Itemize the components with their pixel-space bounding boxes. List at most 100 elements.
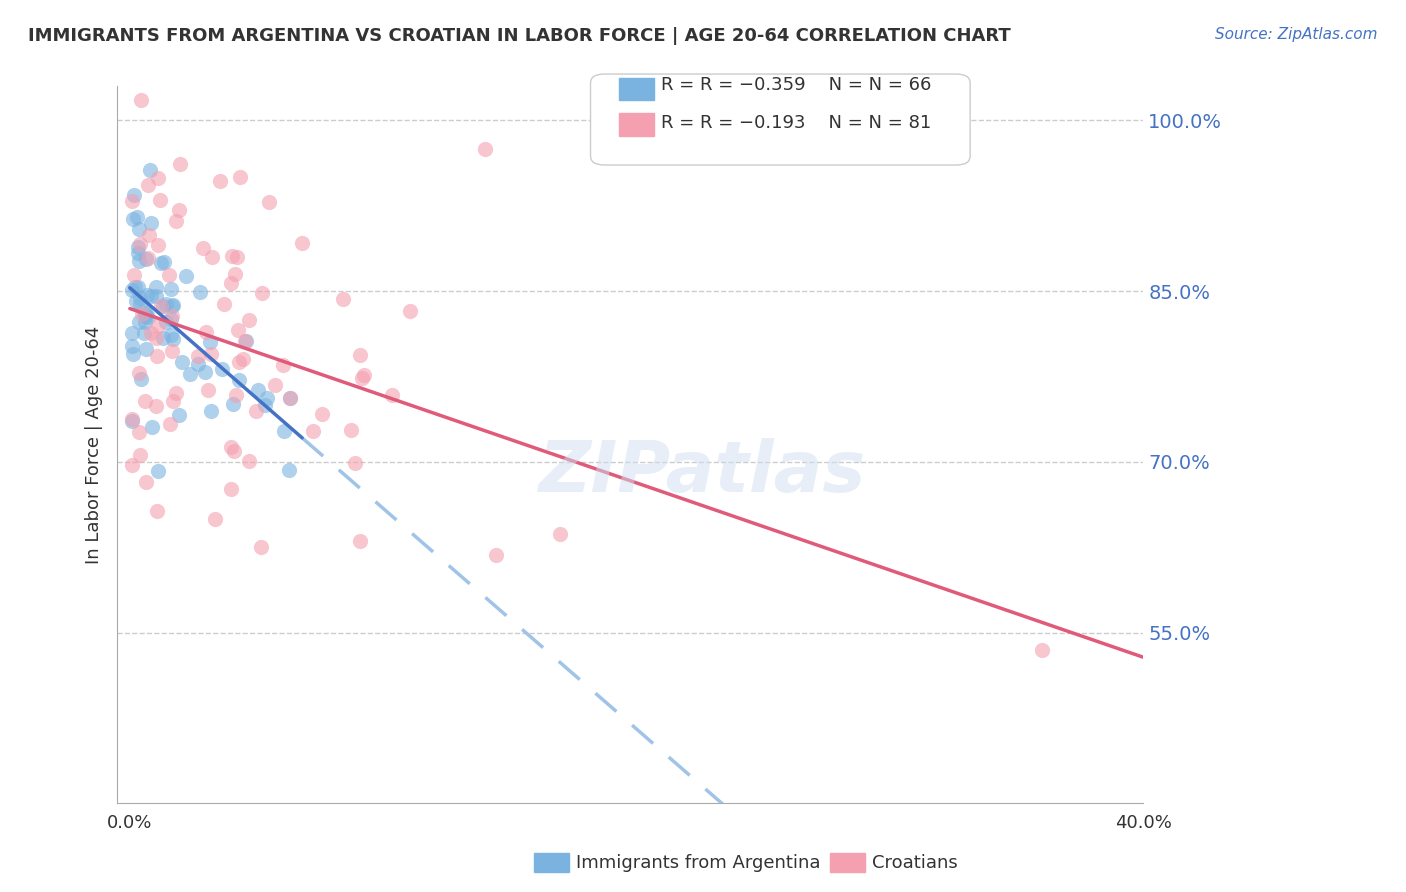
- Point: [485, 549, 508, 563]
- Point: [138, 227, 160, 242]
- Point: [162, 394, 184, 409]
- Point: [160, 310, 183, 324]
- Point: [146, 318, 169, 333]
- Point: [136, 310, 159, 324]
- Point: [340, 423, 363, 437]
- Point: [128, 253, 150, 268]
- Point: [204, 512, 226, 526]
- Text: ZIPatlas: ZIPatlas: [540, 438, 866, 508]
- Point: [135, 309, 157, 323]
- Point: [197, 383, 219, 397]
- Point: [128, 222, 150, 236]
- Point: [169, 156, 191, 170]
- Text: Source: ZipAtlas.com: Source: ZipAtlas.com: [1215, 27, 1378, 42]
- Point: [150, 256, 173, 270]
- Point: [271, 358, 294, 372]
- Point: [221, 397, 243, 411]
- Point: [134, 315, 156, 329]
- Point: [121, 194, 143, 208]
- Point: [273, 424, 295, 438]
- Point: [398, 304, 420, 318]
- Point: [311, 407, 333, 421]
- Point: [149, 193, 172, 207]
- Point: [134, 305, 156, 319]
- Point: [474, 142, 496, 156]
- Point: [162, 298, 184, 312]
- Point: [135, 288, 157, 302]
- Point: [381, 388, 404, 402]
- Point: [250, 286, 273, 301]
- Point: [191, 241, 214, 255]
- Point: [159, 312, 181, 326]
- Point: [350, 371, 373, 385]
- Point: [145, 331, 167, 345]
- Point: [165, 213, 187, 227]
- Point: [194, 365, 217, 379]
- Point: [121, 283, 143, 297]
- Point: [264, 377, 287, 392]
- Point: [169, 202, 191, 217]
- Point: [169, 408, 191, 422]
- Point: [246, 384, 269, 398]
- Point: [225, 388, 247, 402]
- Point: [229, 170, 252, 185]
- Point: [125, 210, 148, 224]
- Point: [129, 296, 152, 310]
- Point: [214, 297, 236, 311]
- Point: [256, 391, 278, 405]
- Point: [134, 394, 156, 409]
- Point: [200, 347, 222, 361]
- Point: [121, 347, 143, 361]
- Point: [1031, 642, 1053, 657]
- Point: [135, 307, 157, 321]
- Text: IMMIGRANTS FROM ARGENTINA VS CROATIAN IN LABOR FORCE | AGE 20-64 CORRELATION CHA: IMMIGRANTS FROM ARGENTINA VS CROATIAN IN…: [28, 27, 1011, 45]
- Point: [128, 237, 150, 252]
- Point: [124, 279, 146, 293]
- Point: [219, 482, 242, 496]
- Point: [145, 280, 167, 294]
- Point: [146, 238, 169, 252]
- Point: [160, 299, 183, 313]
- Point: [211, 362, 233, 376]
- Text: R = R = −0.359    N = N = 66: R = R = −0.359 N = N = 66: [661, 76, 931, 94]
- Point: [121, 458, 143, 473]
- Point: [291, 236, 314, 251]
- Point: [122, 188, 145, 202]
- Point: [238, 454, 260, 468]
- Point: [254, 398, 277, 412]
- Point: [132, 326, 155, 341]
- Point: [152, 255, 174, 269]
- Point: [128, 448, 150, 462]
- Point: [209, 174, 232, 188]
- Point: [135, 252, 157, 266]
- Point: [136, 178, 159, 192]
- Point: [159, 417, 181, 431]
- Point: [136, 251, 159, 265]
- Point: [232, 352, 254, 367]
- Point: [145, 289, 167, 303]
- Point: [233, 334, 256, 348]
- Point: [200, 403, 222, 417]
- Point: [146, 504, 169, 518]
- Point: [146, 464, 169, 478]
- Point: [121, 339, 143, 353]
- Point: [353, 368, 375, 382]
- Point: [280, 391, 302, 405]
- Point: [121, 412, 143, 426]
- Point: [127, 246, 149, 260]
- Point: [157, 268, 180, 282]
- Point: [224, 267, 246, 281]
- Point: [125, 293, 148, 308]
- Point: [146, 349, 169, 363]
- Point: [155, 297, 177, 311]
- Point: [128, 315, 150, 329]
- Point: [221, 440, 243, 454]
- Point: [332, 292, 354, 306]
- Point: [160, 343, 183, 358]
- Point: [131, 307, 153, 321]
- Point: [548, 526, 571, 541]
- Point: [187, 350, 209, 364]
- Point: [155, 315, 177, 329]
- Point: [122, 268, 145, 282]
- Point: [278, 391, 301, 405]
